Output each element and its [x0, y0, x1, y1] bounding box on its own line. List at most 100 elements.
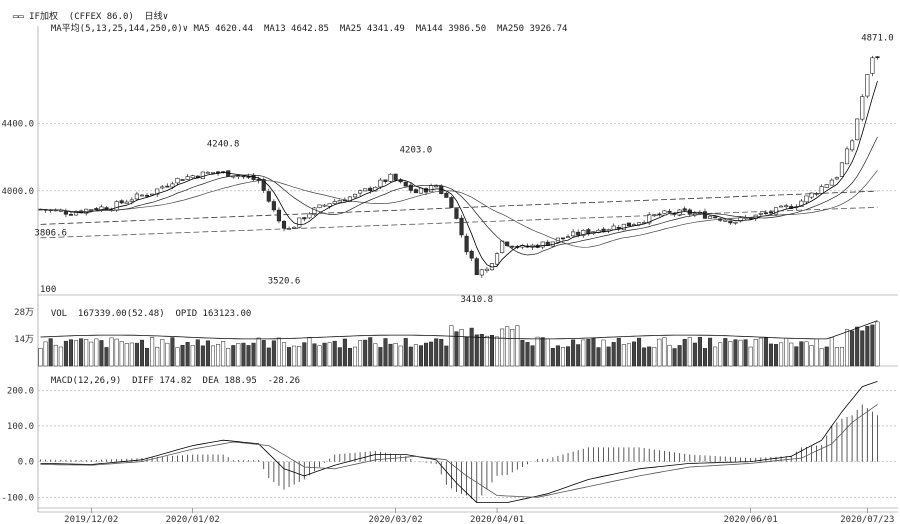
volume-bar [784, 337, 789, 367]
volume-bar [190, 345, 195, 367]
candle [322, 203, 327, 208]
volume-bar [413, 344, 418, 367]
candle-body [68, 214, 74, 216]
macd-values[interactable]: MACD(12,26,9) DIFF 174.82 DEA 188.95 -28… [50, 376, 301, 386]
candle [784, 203, 789, 210]
candle [500, 240, 505, 254]
chevron-down-icon[interactable]: ∨ [182, 24, 189, 34]
volume-bar [850, 330, 855, 367]
volume-bar [256, 337, 261, 367]
ma5-value: MA5 4620.44 [193, 24, 254, 34]
candle-body [327, 203, 332, 207]
volume-bar [145, 347, 150, 367]
ma25-value: MA25 4341.49 [339, 24, 405, 34]
candle-body [393, 173, 398, 181]
candle-body [317, 204, 322, 209]
period-label[interactable]: 日线 [144, 12, 163, 22]
candle-body [322, 204, 327, 207]
volume-bar [114, 338, 119, 367]
volume-bar [175, 347, 180, 367]
ma250-value: MA250 3926.74 [496, 24, 568, 34]
volume-bar [860, 330, 865, 367]
volume-bar [287, 347, 292, 367]
volume-bar [687, 337, 692, 367]
volume-bar [170, 337, 175, 367]
volume-bar [794, 346, 799, 367]
candle-body [839, 162, 845, 177]
candle [829, 178, 834, 186]
candle-body [114, 201, 119, 211]
candle [73, 210, 79, 216]
volume-bar [768, 343, 773, 367]
volume-bar [855, 326, 860, 367]
volume-bar [763, 337, 768, 367]
candle-body [860, 96, 865, 120]
volume-bar [631, 341, 637, 367]
candle [266, 188, 271, 203]
candle-body [779, 205, 784, 208]
dea-line [40, 404, 878, 498]
candle [834, 176, 839, 181]
volume-bar [484, 335, 489, 367]
candle-body [713, 216, 718, 219]
vol-values[interactable]: VOL 167339.00(52.48) OPID 163123.00 [50, 309, 252, 319]
volume-tick-label: 28万 [14, 308, 34, 318]
volume-bar [555, 345, 560, 367]
candle-body [155, 188, 160, 195]
candle-body [708, 215, 713, 219]
candle-body [616, 226, 621, 229]
candle [779, 205, 784, 208]
candle-body [850, 140, 855, 151]
candle [647, 211, 652, 226]
macd-tick-label: -100.0 [1, 493, 34, 503]
volume-bar [804, 341, 809, 367]
volume-bar [779, 342, 784, 367]
candle-body [160, 186, 165, 189]
candle-body [444, 192, 449, 198]
candle [139, 194, 145, 197]
candle [667, 208, 672, 214]
volume-bar [520, 339, 525, 367]
candle-body [702, 211, 708, 219]
candle-body [215, 171, 221, 174]
volume-bar [621, 344, 626, 367]
volume-bar [606, 346, 611, 367]
candle-body [297, 217, 302, 228]
volume-bar [469, 327, 474, 367]
candle-body [621, 223, 626, 231]
x-date-label: 2020/04/01 [470, 515, 524, 524]
volume-bar [48, 338, 53, 367]
chevron-down-icon[interactable]: ∨ [162, 12, 169, 22]
macd-tick-label: 200.0 [7, 386, 34, 396]
volume-bar [758, 337, 763, 367]
candle [398, 178, 403, 184]
candle-body [784, 205, 789, 207]
candle [358, 189, 363, 196]
candle [413, 188, 418, 194]
vol-line: VOL 167339.00(52.48) OPID 163123.00 [40, 298, 251, 320]
volume-bar [241, 342, 246, 367]
candle-body [449, 197, 454, 208]
candle-body [829, 179, 834, 186]
volume-bar [68, 339, 73, 367]
candle [571, 229, 576, 237]
volume-bar [819, 348, 824, 367]
volume-bar [875, 321, 880, 367]
volume-bar [692, 342, 697, 367]
volume-bar [708, 337, 713, 367]
candle-body [855, 118, 860, 141]
candle [403, 181, 408, 187]
candle [281, 219, 287, 232]
volume-bar [221, 341, 226, 367]
volume-bar [271, 340, 276, 367]
volume-bar [38, 348, 43, 367]
candle [738, 216, 743, 223]
ma250-line [40, 206, 878, 239]
candle-body [418, 187, 424, 194]
volume-bar [195, 339, 200, 367]
candle [494, 252, 500, 266]
ma-params[interactable]: MA平均(5,13,25,144,250,0) [50, 24, 183, 34]
menu-icon[interactable]: ▭▭ [12, 12, 30, 22]
candle-body [363, 188, 368, 192]
